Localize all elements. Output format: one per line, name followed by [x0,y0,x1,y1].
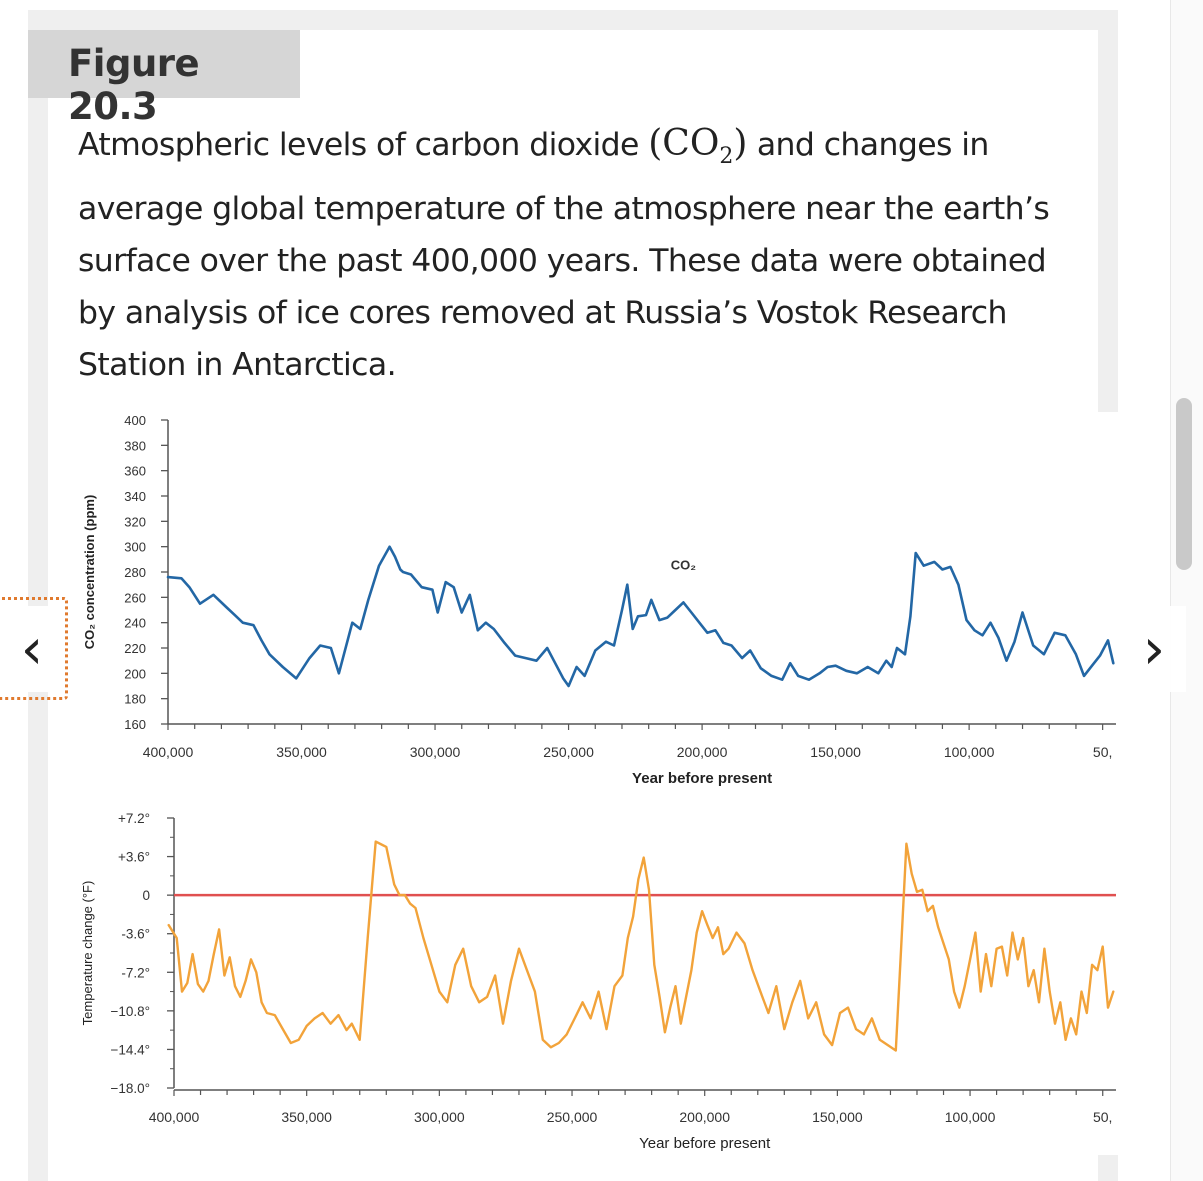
next-button[interactable]: › [1122,606,1186,692]
y-tick-label: 0 [142,888,150,903]
y-tick-label: 160 [124,717,146,732]
y-tick-label: 260 [124,590,146,605]
formula-subscript: 2 [719,144,734,170]
y-tick-label: +7.2° [118,811,150,826]
vostok-charts: 160 180 200 220 240 260 280 300 320 340 360 380 400 4… [80,413,1116,1152]
caption-text-start: Atmospheric levels of carbon dioxide [78,127,649,163]
x-tick-label: 150,000 [810,744,861,760]
co2-series-annotation: CO₂ [671,557,697,572]
x-tick-label: 150,000 [812,1109,863,1125]
figure-caption: Atmospheric levels of carbon dioxide (CO… [78,118,1068,391]
y-tick-label: 220 [124,641,146,656]
y-tick-label: +3.6° [118,850,150,865]
y-axis-title: Temperature change (°F) [80,881,95,1026]
x-tick-label: 100,000 [944,744,995,760]
x-axis-title: Year before present [632,770,772,787]
x-tick-label: 300,000 [414,1109,465,1125]
y-tick-label: −14.4° [110,1042,150,1057]
y-tick-label: 280 [124,565,146,580]
x-tick-label: 50, [1093,1109,1112,1125]
card-frame-right-bottom [1098,1155,1118,1181]
y-tick-label: 380 [124,438,146,453]
y-tick-label: 340 [124,489,146,504]
y-tick-label: −18.0° [110,1081,150,1096]
x-tick-label: 250,000 [543,744,594,760]
chevron-right-icon: › [1142,616,1166,682]
figure-label: Figure 20.3 [28,30,300,128]
y-tick-label: 180 [124,692,146,707]
y-tick-label: -7.2° [121,965,150,980]
x-tick-label: 250,000 [547,1109,598,1125]
y-tick-label: 400 [124,413,146,428]
y-tick-label: 320 [124,514,146,529]
x-tick-label: 400,000 [143,744,194,760]
y-tick-label: -3.6° [121,927,150,942]
y-tick-label: 240 [124,616,146,631]
x-tick-label: 400,000 [149,1109,200,1125]
chevron-left-icon: ‹ [20,616,44,682]
x-tick-label: 50, [1093,744,1112,760]
co2-chart: 160 180 200 220 240 260 280 300 320 340 360 380 400 4… [82,413,1116,787]
y-axis-title: CO₂ concentration (ppm) [82,495,97,650]
x-tick-label: 200,000 [679,1109,730,1125]
previous-button[interactable]: ‹ [0,606,64,692]
y-tick-label: −10.8° [110,1004,150,1019]
y-tick-label: 360 [124,464,146,479]
temperature-series-line [167,840,1115,1052]
caption-formula: (CO2) [648,123,748,169]
caption-text-end: and changes in average global temperatur… [78,127,1050,384]
y-tick-label: 300 [124,540,146,555]
co2-series-line [166,545,1115,688]
x-tick-label: 350,000 [276,744,327,760]
x-tick-label: 100,000 [945,1109,996,1125]
y-tick-label: 200 [124,666,146,681]
card-frame-left [28,10,48,1181]
x-tick-label: 350,000 [281,1109,332,1125]
formula-close: ) [733,123,748,164]
card-frame-top [28,10,1118,30]
x-tick-label: 300,000 [410,744,461,760]
x-tick-label: 200,000 [677,744,728,760]
scrollbar-track[interactable] [1170,0,1203,1181]
temperature-chart: +7.2° +3.6° 0 -3.6° -7.2° −10.8° −14.4° −18.0° 4… [80,811,1116,1152]
scrollbar-thumb[interactable] [1176,398,1192,570]
x-axis-title: Year before present [639,1135,771,1152]
focus-indicator [0,597,68,700]
formula-open: (CO [648,123,720,164]
card-frame-right [1098,10,1118,412]
